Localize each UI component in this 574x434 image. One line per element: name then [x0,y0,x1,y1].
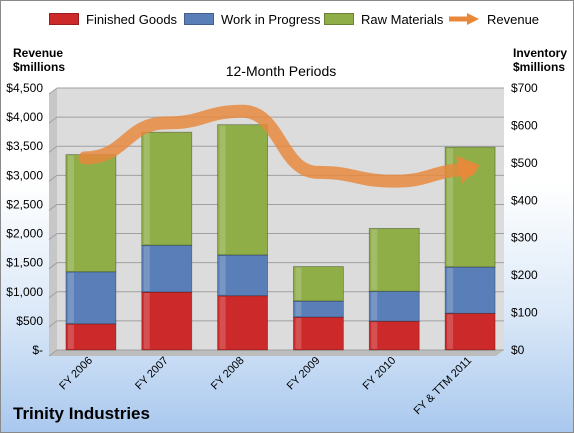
bar-work-in-progress [141,244,193,293]
left-tick-label: $2,500 [6,197,43,211]
gridline-diagonal [48,233,58,240]
legend-revenue-arrow-icon [449,13,479,25]
legend-finished-goods: Finished Goods [49,10,177,28]
bar-raw-materials [141,131,193,246]
legend-work-in-progress: Work in Progress [184,10,320,28]
left-axis-title-line2: $millions [13,60,66,74]
legend-label-wip: Work in Progress [221,11,321,27]
left-tick-label: $- [32,343,43,357]
legend-swatch-raw [324,13,354,25]
category-label: FY 2006 [57,355,95,393]
right-tick-label: $200 [511,268,538,282]
legend-revenue: Revenue [447,10,539,28]
bar-highlight [143,246,150,291]
bar-finished-goods [141,291,193,351]
gridline-diagonal [48,262,58,270]
chart-title: 12-Month Periods [226,63,337,79]
left-tick-label: $500 [16,314,43,328]
right-axis-title-line2: $millions [513,60,566,74]
gridline-diagonal [48,116,58,124]
bar-work-in-progress [444,266,496,314]
bar-highlight [219,255,226,295]
right-axis-title: Inventory $millions [513,46,567,74]
category-label: FY 2008 [209,355,247,393]
bar-highlight [447,148,454,266]
bar-highlight [67,324,74,349]
right-tick-label: $300 [511,231,538,245]
left-tick-label: $4,500 [6,81,43,95]
bar-highlight [143,292,150,349]
bar-highlight [295,267,302,300]
bar-highlight [67,155,74,271]
gridline-diagonal [48,87,58,95]
bar-highlight [447,267,454,313]
company-name: Trinity Industries [13,404,150,423]
bar-highlight [219,296,226,349]
revenue-line [78,104,477,188]
right-tick-label: $100 [511,306,538,320]
right-axis-title-line1: Inventory [513,46,568,60]
category-label: FY 2007 [133,355,171,393]
plot-floor [49,350,504,356]
bar-work-in-progress [65,271,117,325]
gridline-diagonal [48,349,58,357]
plot-side-wall [49,88,57,356]
gridline-diagonal [48,320,58,328]
bar-highlight [143,133,150,245]
bar-finished-goods [444,312,496,351]
right-tick-label: $600 [511,118,538,132]
plot-back-wall [57,88,504,350]
right-tick-label: $500 [511,156,538,170]
left-tick-label: $4,000 [6,110,43,124]
bar-raw-materials [65,154,117,273]
bar-highlight [371,322,378,349]
legend-raw-materials: Raw Materials [324,10,443,28]
legend-label-revenue: Revenue [487,11,540,27]
legend-swatch-wip [184,13,214,25]
left-axis-title: Revenue $millions [13,46,65,74]
left-tick-label: $1,500 [6,256,43,270]
left-tick-label: $2,000 [6,227,43,241]
left-axis-title-line1: Revenue [13,46,64,60]
bar-work-in-progress [217,254,268,297]
left-tick-label: $1,000 [6,285,43,299]
bar-finished-goods [368,320,420,351]
bar-finished-goods [217,295,268,351]
category-label: FY & TTM 2011 [412,355,475,418]
category-label: FY 2009 [285,355,323,393]
right-tick-label: $400 [511,193,538,207]
bar-finished-goods [65,323,117,351]
bar-highlight [295,301,302,317]
left-tick-label: $3,000 [6,168,43,182]
gridline-diagonal [48,204,58,211]
gridline-diagonal [48,145,58,153]
gridline-diagonal [48,174,58,182]
bar-raw-materials [293,266,344,302]
gridline-diagonal [48,291,58,299]
bar-highlight [67,272,74,323]
bar-finished-goods [293,316,344,351]
revenue-arrowhead [456,155,481,184]
bar-highlight [447,314,454,349]
bar-highlight [295,318,302,349]
right-tick-label: $700 [511,81,538,95]
bar-raw-materials [368,227,420,292]
right-tick-label: $0 [511,343,525,357]
legend-label-finished: Finished Goods [86,11,178,27]
left-tick-label: $3,500 [6,139,43,153]
bar-highlight [219,125,226,254]
bar-highlight [371,229,378,291]
category-label: FY 2010 [361,355,399,393]
legend-swatch-finished [49,13,79,25]
bar-highlight [371,292,378,321]
legend-label-raw: Raw Materials [361,11,444,27]
bar-raw-materials [217,124,268,256]
